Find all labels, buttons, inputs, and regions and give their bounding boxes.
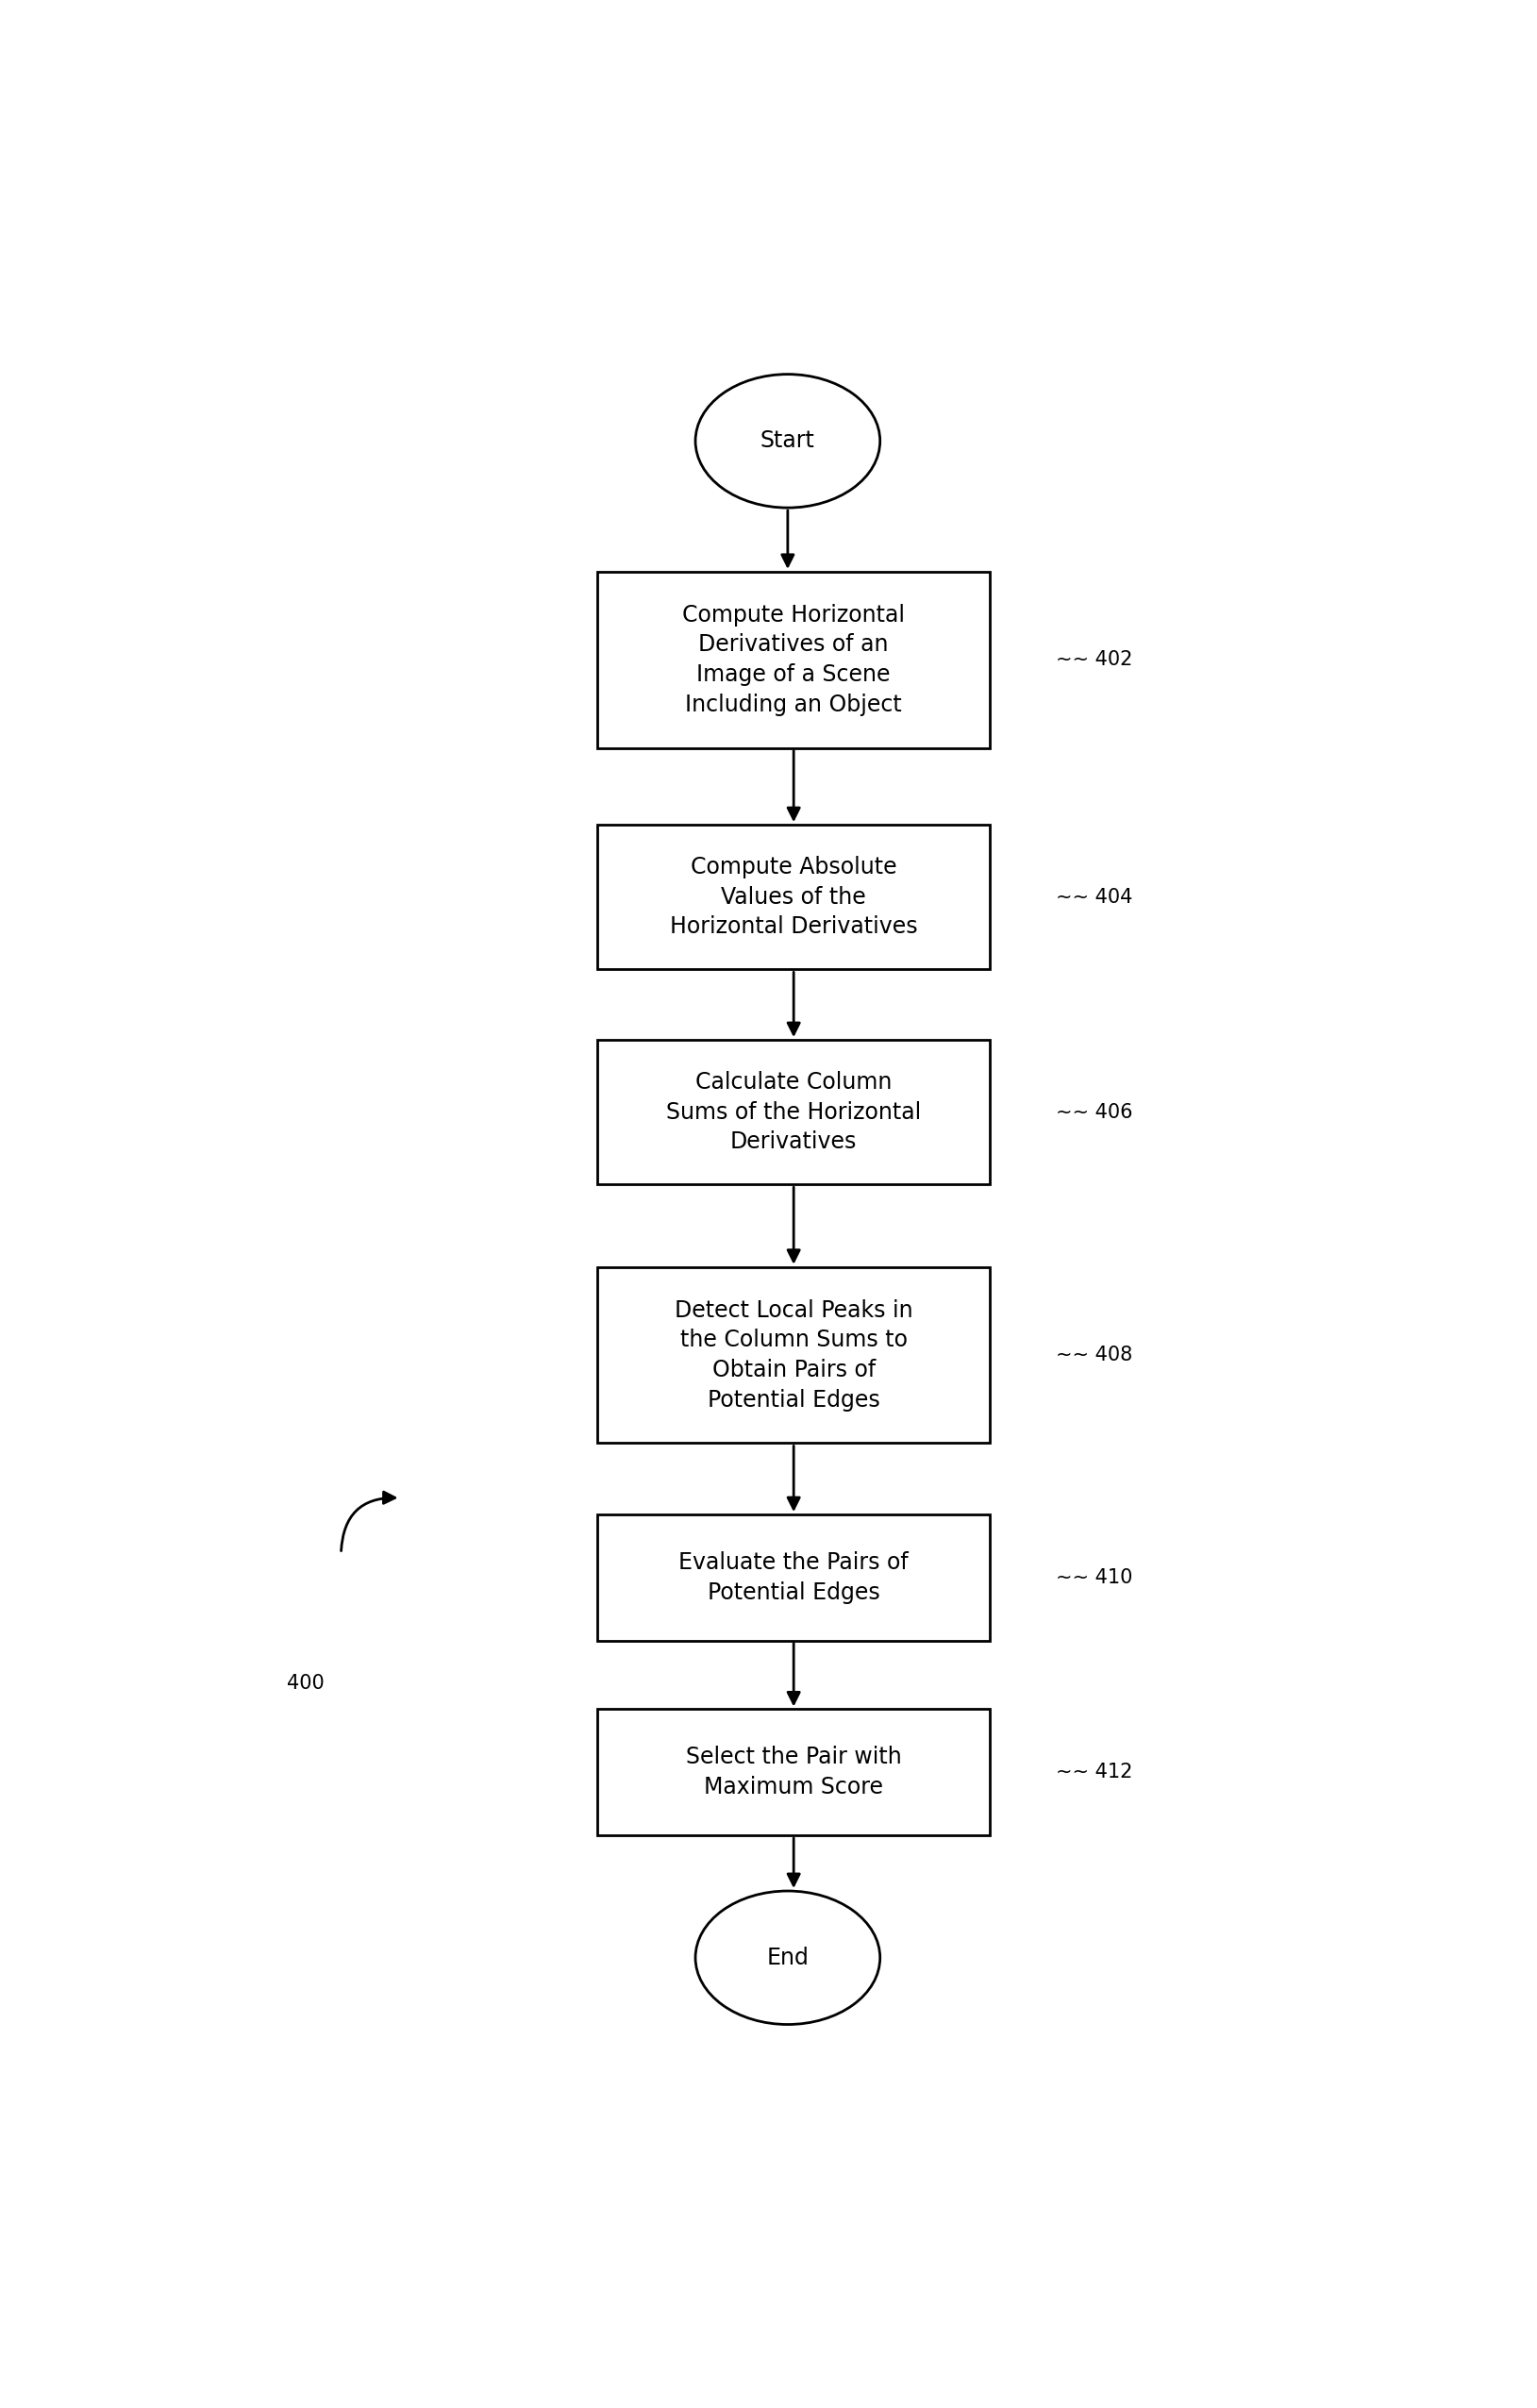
Text: End: End: [767, 1946, 808, 1970]
Text: Start: Start: [761, 429, 815, 453]
Text: ~~ 410: ~~ 410: [1056, 1568, 1133, 1587]
FancyBboxPatch shape: [596, 826, 990, 970]
Text: Compute Horizontal
Derivatives of an
Image of a Scene
Including an Object: Compute Horizontal Derivatives of an Ima…: [682, 604, 905, 715]
Text: ~~ 404: ~~ 404: [1056, 889, 1133, 905]
FancyBboxPatch shape: [596, 1515, 990, 1640]
Text: Evaluate the Pairs of
Potential Edges: Evaluate the Pairs of Potential Edges: [679, 1551, 908, 1604]
Text: Detect Local Peaks in
the Column Sums to
Obtain Pairs of
Potential Edges: Detect Local Peaks in the Column Sums to…: [675, 1298, 913, 1411]
FancyBboxPatch shape: [596, 1040, 990, 1185]
Ellipse shape: [695, 373, 881, 508]
FancyBboxPatch shape: [596, 1267, 990, 1442]
Text: Compute Absolute
Values of the
Horizontal Derivatives: Compute Absolute Values of the Horizonta…: [670, 855, 918, 939]
Text: ~~ 406: ~~ 406: [1056, 1103, 1133, 1122]
Text: 400: 400: [286, 1674, 324, 1693]
Text: Select the Pair with
Maximum Score: Select the Pair with Maximum Score: [686, 1746, 902, 1799]
Text: Calculate Column
Sums of the Horizontal
Derivatives: Calculate Column Sums of the Horizontal …: [666, 1072, 921, 1153]
Text: ~~ 402: ~~ 402: [1056, 650, 1133, 669]
FancyBboxPatch shape: [596, 571, 990, 749]
Text: ~~ 412: ~~ 412: [1056, 1763, 1133, 1782]
Ellipse shape: [695, 1890, 881, 2025]
Text: ~~ 408: ~~ 408: [1056, 1346, 1133, 1365]
FancyBboxPatch shape: [596, 1710, 990, 1835]
